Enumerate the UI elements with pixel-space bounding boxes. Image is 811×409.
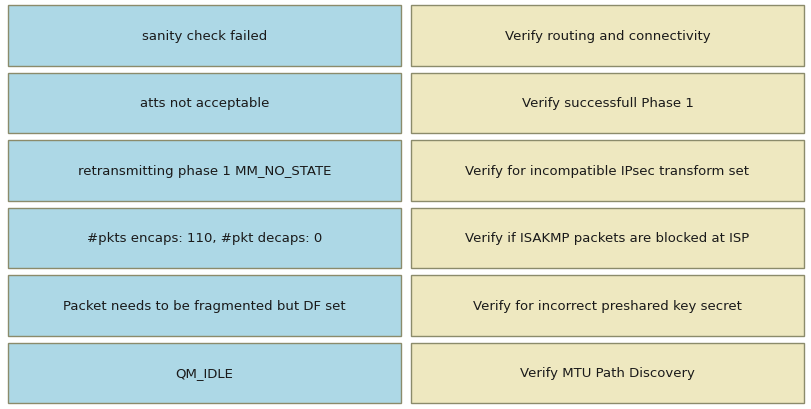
Text: QM_IDLE: QM_IDLE	[175, 366, 233, 379]
Text: Packet needs to be fragmented but DF set: Packet needs to be fragmented but DF set	[63, 299, 345, 312]
Text: Verify if ISAKMP packets are blocked at ISP: Verify if ISAKMP packets are blocked at …	[465, 231, 749, 245]
FancyBboxPatch shape	[8, 275, 401, 336]
Text: #pkts encaps: 110, #pkt decaps: 0: #pkts encaps: 110, #pkt decaps: 0	[87, 231, 322, 245]
FancyBboxPatch shape	[8, 208, 401, 268]
FancyBboxPatch shape	[410, 208, 803, 268]
FancyBboxPatch shape	[8, 343, 401, 403]
FancyBboxPatch shape	[410, 6, 803, 66]
FancyBboxPatch shape	[410, 141, 803, 201]
Text: Verify MTU Path Discovery: Verify MTU Path Discovery	[519, 366, 694, 379]
FancyBboxPatch shape	[410, 343, 803, 403]
Text: Verify successfull Phase 1: Verify successfull Phase 1	[521, 97, 693, 110]
Text: retransmitting phase 1 MM_NO_STATE: retransmitting phase 1 MM_NO_STATE	[78, 164, 331, 178]
FancyBboxPatch shape	[410, 275, 803, 336]
Text: Verify routing and connectivity: Verify routing and connectivity	[504, 30, 710, 43]
FancyBboxPatch shape	[8, 141, 401, 201]
FancyBboxPatch shape	[410, 73, 803, 134]
FancyBboxPatch shape	[8, 6, 401, 66]
Text: sanity check failed: sanity check failed	[142, 30, 267, 43]
Text: atts not acceptable: atts not acceptable	[139, 97, 269, 110]
Text: Verify for incorrect preshared key secret: Verify for incorrect preshared key secre…	[473, 299, 741, 312]
FancyBboxPatch shape	[8, 73, 401, 134]
Text: Verify for incompatible IPsec transform set: Verify for incompatible IPsec transform …	[465, 164, 749, 178]
